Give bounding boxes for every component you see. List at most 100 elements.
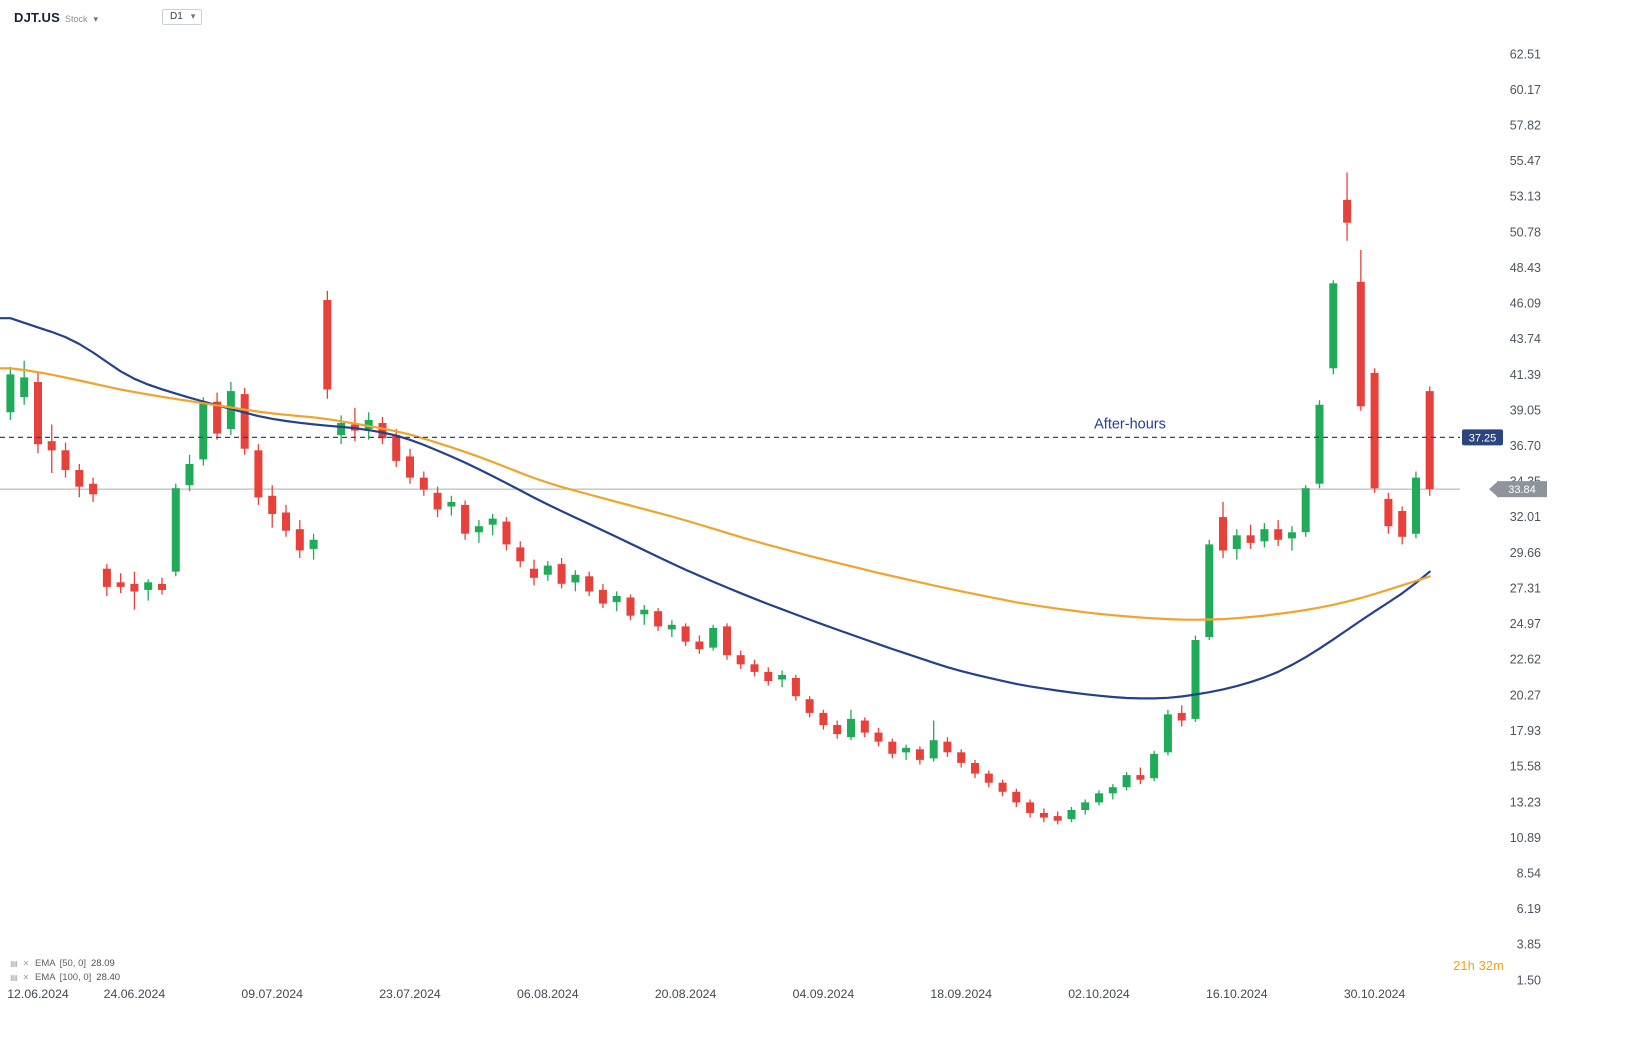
candle [1053, 816, 1062, 821]
candle [1301, 488, 1310, 533]
candle [323, 300, 332, 390]
candle [406, 456, 414, 478]
svg-text:55.47: 55.47 [1510, 154, 1541, 168]
last-price-badge: 33.84 [1489, 481, 1547, 498]
chart-header: DJT.US Stock ▾ D1 ▾ [14, 9, 203, 25]
instrument-type-label: Stock [65, 13, 88, 24]
candle [1177, 712, 1186, 721]
ema50-legend-row: ▤ ✕ EMA [50, 0] 28.09 [8, 957, 120, 970]
svg-text:33.84: 33.84 [1508, 484, 1536, 496]
candle [337, 423, 346, 436]
candle [1260, 529, 1269, 542]
candle [695, 641, 704, 650]
ema50-label: EMA [35, 958, 56, 969]
candle [557, 564, 566, 584]
svg-text:29.66: 29.66 [1510, 546, 1541, 560]
candle [6, 374, 15, 413]
candles-layer [6, 172, 1434, 825]
svg-text:20.27: 20.27 [1510, 688, 1541, 702]
ema-settings-icon[interactable]: ▤ [10, 959, 18, 968]
candle [709, 627, 718, 648]
candle [1122, 775, 1131, 788]
timeframe-label: D1 [170, 11, 183, 22]
candle [1329, 283, 1338, 369]
svg-text:02.10.2024: 02.10.2024 [1068, 987, 1130, 1001]
next-candle-countdown: 21h 32m [1453, 959, 1504, 973]
candle [199, 403, 208, 460]
candle [750, 664, 759, 672]
svg-text:17.93: 17.93 [1510, 724, 1541, 738]
ema-settings-icon[interactable]: ▤ [10, 973, 18, 982]
candle [1412, 477, 1420, 534]
candle [34, 382, 42, 445]
candle [874, 732, 883, 742]
candle [378, 423, 387, 439]
candle [833, 725, 842, 735]
candle [1274, 529, 1283, 540]
candle [1067, 810, 1076, 820]
candle [612, 596, 621, 603]
svg-text:24.97: 24.97 [1510, 617, 1541, 631]
candle [860, 720, 869, 733]
candle [461, 504, 470, 534]
candle [888, 741, 897, 754]
chevron-down-icon: ▾ [190, 11, 196, 21]
candle [309, 539, 318, 549]
ema100-label: EMA [35, 972, 56, 983]
candle [1012, 791, 1021, 803]
chevron-down-icon: ▾ [93, 13, 99, 24]
candle [819, 712, 828, 725]
ema-remove-icon[interactable]: ✕ [22, 959, 30, 968]
candle [1232, 535, 1241, 549]
candle [736, 655, 745, 665]
candle [447, 501, 456, 507]
svg-text:3.85: 3.85 [1517, 938, 1541, 952]
candle [1370, 372, 1379, 489]
svg-text:27.31: 27.31 [1510, 582, 1541, 596]
svg-text:57.82: 57.82 [1510, 119, 1541, 133]
ema-remove-icon[interactable]: ✕ [22, 973, 30, 982]
candle [1026, 802, 1035, 813]
candle [1315, 404, 1324, 484]
candle [171, 488, 180, 572]
candle [47, 441, 56, 451]
candle [1425, 391, 1434, 490]
svg-text:37.25: 37.25 [1469, 432, 1497, 444]
candle [723, 626, 731, 656]
candle [998, 782, 1007, 792]
candle [915, 749, 924, 760]
candle [433, 492, 442, 510]
svg-text:30.10.2024: 30.10.2024 [1344, 987, 1406, 1001]
svg-text:10.89: 10.89 [1510, 831, 1541, 845]
candle [1398, 511, 1407, 537]
svg-text:18.09.2024: 18.09.2024 [930, 987, 992, 1001]
candle [847, 718, 855, 738]
candle [1287, 532, 1296, 539]
candle [791, 678, 800, 697]
svg-text:8.54: 8.54 [1517, 866, 1541, 880]
svg-text:12.06.2024: 12.06.2024 [7, 987, 69, 1001]
candle [144, 582, 153, 590]
candle [75, 470, 84, 487]
candle [1081, 802, 1090, 810]
svg-text:62.51: 62.51 [1510, 47, 1541, 61]
symbol-selector[interactable]: DJT.US Stock ▾ [14, 10, 98, 25]
svg-text:22.62: 22.62 [1510, 653, 1541, 667]
candle [640, 609, 649, 615]
candle [502, 521, 511, 545]
date-axis: 12.06.2024 24.06.2024 09.07.2024 23.07.2024… [7, 987, 1405, 1001]
candle [392, 435, 401, 461]
candle [1205, 544, 1214, 637]
candle [543, 565, 552, 575]
svg-text:60.17: 60.17 [1510, 83, 1541, 97]
candle [268, 495, 277, 514]
timeframe-dropdown[interactable]: D1 ▾ [162, 9, 203, 25]
svg-text:50.78: 50.78 [1510, 225, 1541, 239]
candle [240, 394, 249, 449]
candle [1095, 793, 1103, 803]
candle [1356, 281, 1365, 407]
candle [364, 419, 373, 429]
candle [474, 526, 483, 533]
candle [654, 611, 663, 627]
